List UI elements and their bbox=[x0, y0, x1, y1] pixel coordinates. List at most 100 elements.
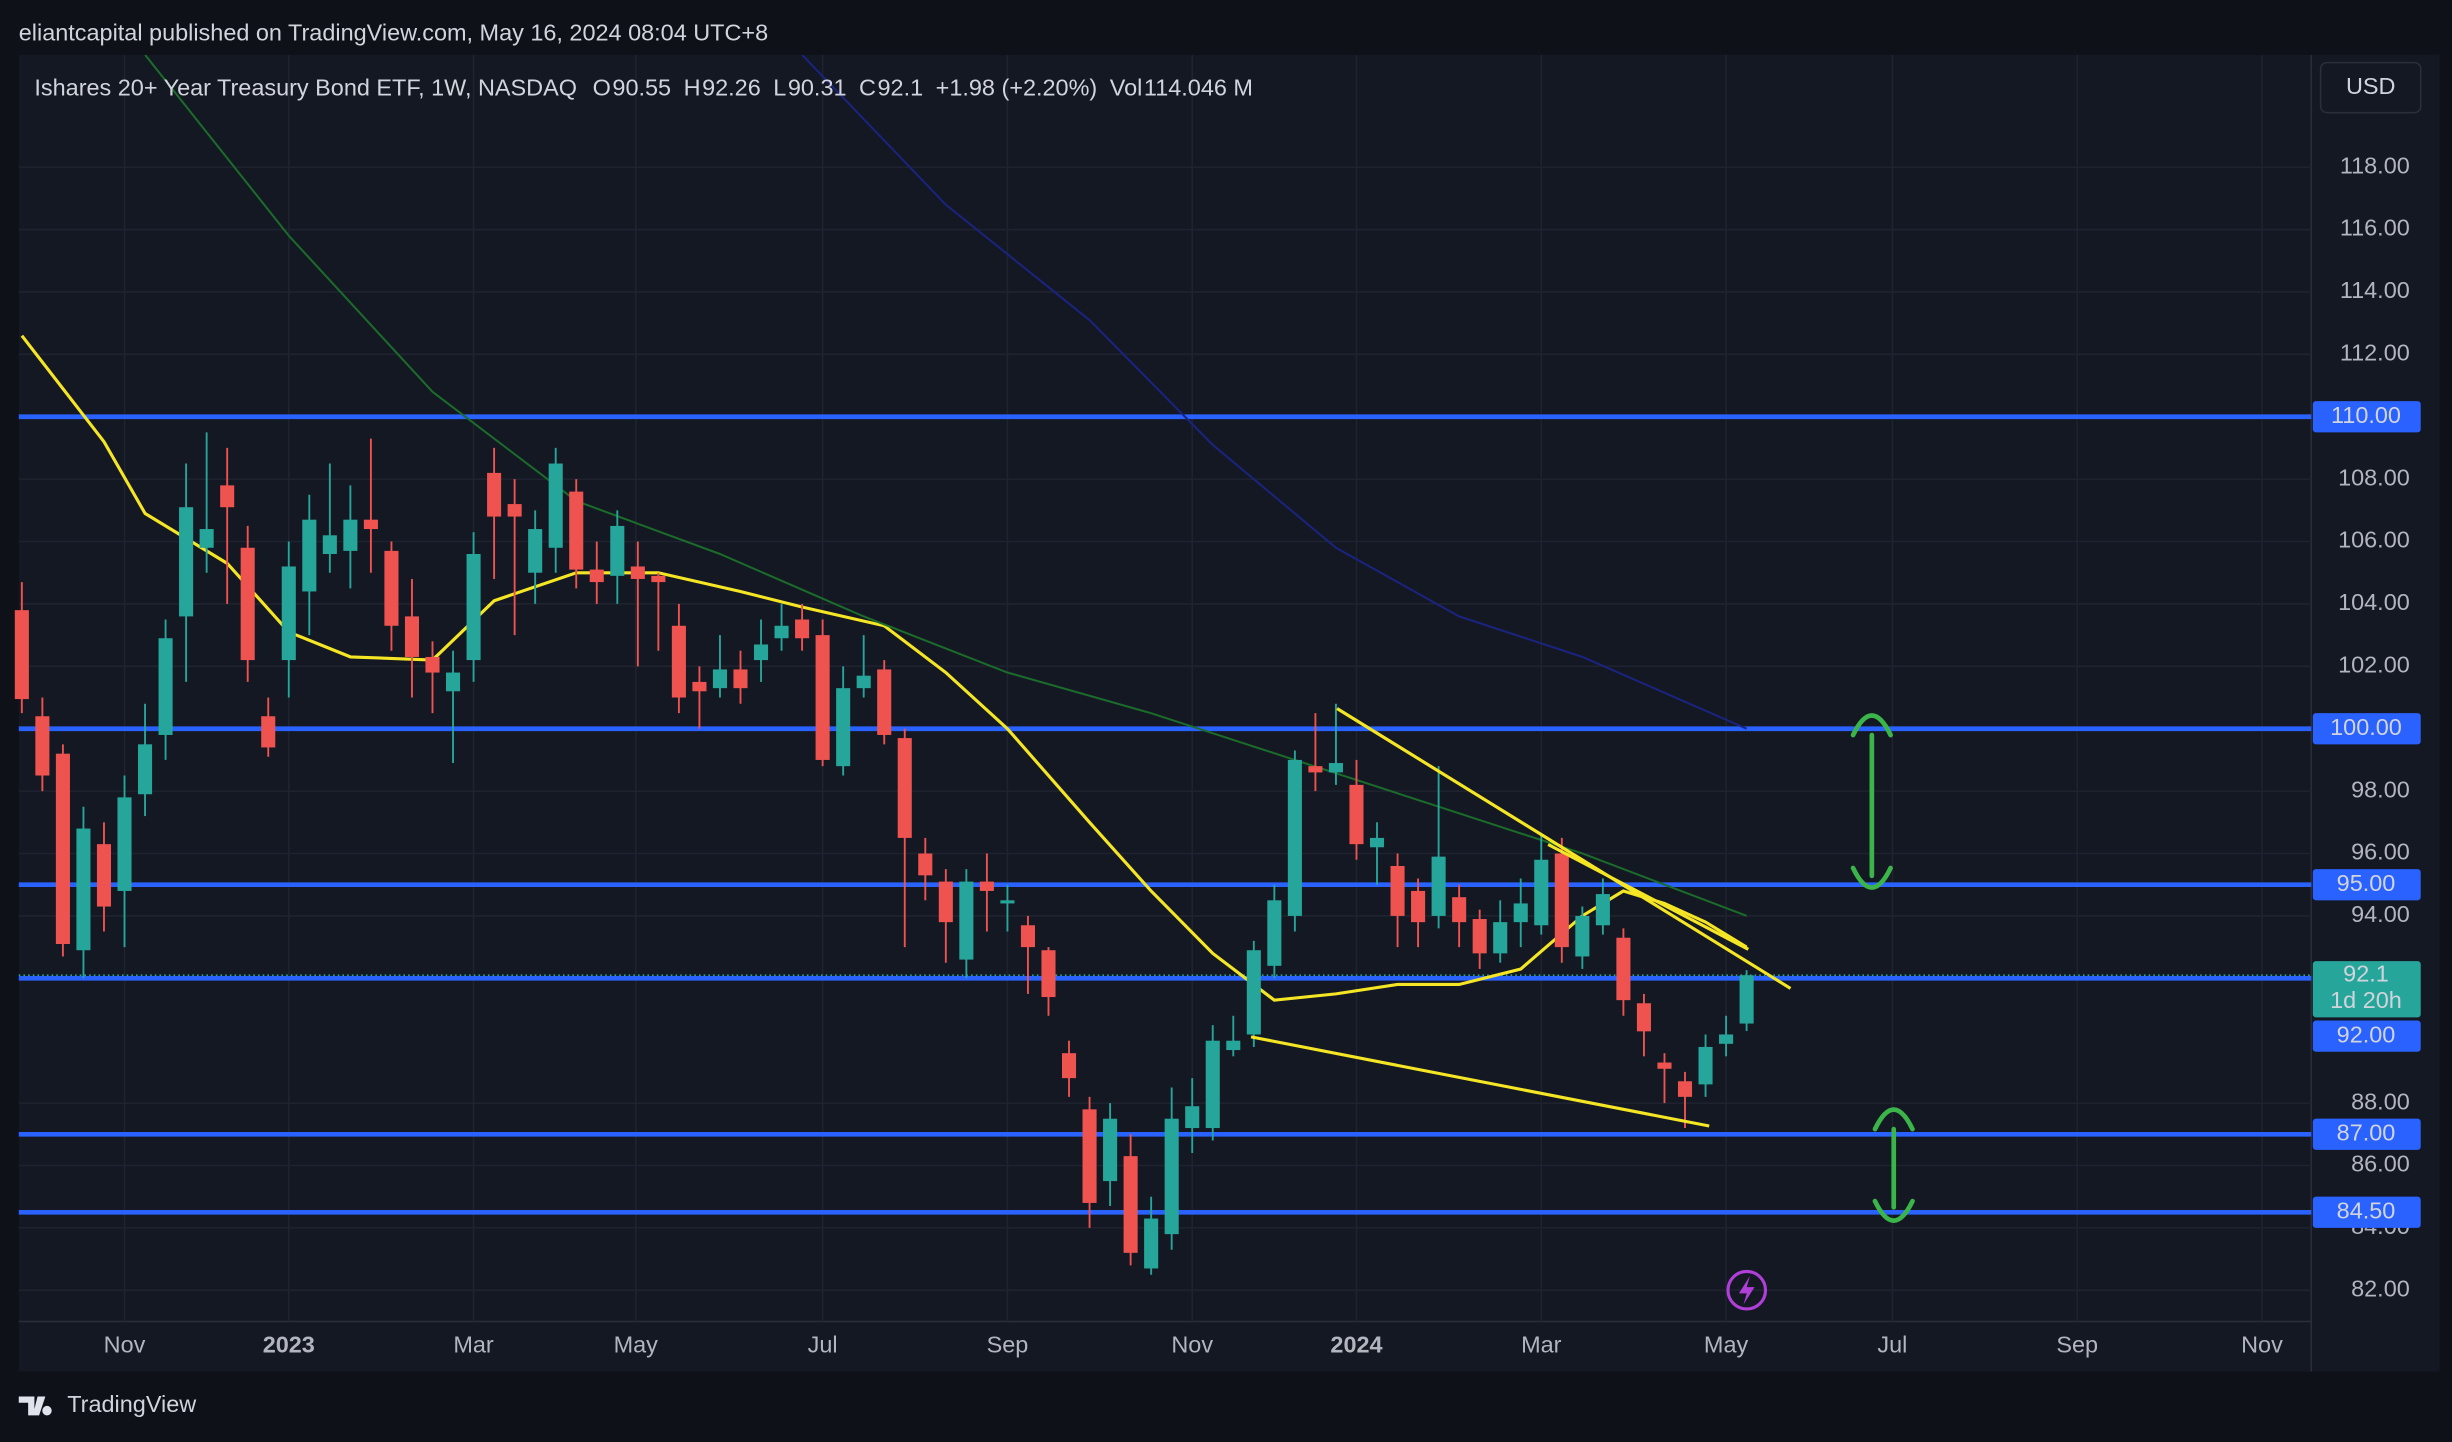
level-label: 95.00 bbox=[2337, 870, 2396, 896]
candle-body bbox=[425, 656, 440, 673]
candle-body bbox=[979, 881, 994, 891]
candle-body bbox=[1554, 853, 1569, 948]
x-tick-label: Mar bbox=[453, 1332, 494, 1358]
trendline bbox=[1547, 843, 1750, 951]
volume-value: 114.046 M bbox=[1144, 74, 1253, 100]
candle-body bbox=[1226, 1040, 1241, 1051]
trendlines bbox=[1250, 707, 1792, 1128]
brand-name: TradingView bbox=[67, 1391, 196, 1417]
candle-body bbox=[179, 507, 194, 617]
candle-body bbox=[1308, 766, 1323, 773]
candle-body bbox=[836, 688, 851, 767]
candle-body bbox=[14, 610, 29, 700]
y-tick-label: 86.00 bbox=[2351, 1151, 2410, 1177]
candle-body bbox=[733, 669, 748, 689]
candle-body bbox=[1103, 1118, 1118, 1182]
candle-body bbox=[363, 519, 378, 530]
candle-body bbox=[117, 797, 132, 891]
chart-panel bbox=[18, 54, 2440, 1372]
candle-body bbox=[610, 525, 625, 576]
y-tick-label: 116.00 bbox=[2340, 215, 2410, 241]
candle-body bbox=[302, 519, 317, 592]
ohlc-value: 90.31 bbox=[788, 74, 847, 100]
candle-body bbox=[1616, 937, 1631, 1001]
candle-body bbox=[1267, 900, 1282, 966]
candle-body bbox=[548, 463, 563, 548]
candle-body bbox=[487, 472, 502, 517]
candle-body bbox=[76, 828, 91, 951]
volume-key: Vol bbox=[1110, 74, 1143, 100]
change: +1.98 (+2.20%) bbox=[936, 74, 1098, 100]
moving-average bbox=[144, 54, 1747, 917]
x-tick-label: Nov bbox=[104, 1332, 146, 1358]
candle-body bbox=[1534, 859, 1549, 926]
candle-body bbox=[753, 644, 769, 661]
ohlc-value: 90.55 bbox=[612, 74, 671, 100]
candle-body bbox=[1349, 784, 1364, 845]
candle-body bbox=[55, 753, 70, 944]
candle-body bbox=[1144, 1218, 1159, 1269]
candle-body bbox=[1677, 1081, 1693, 1097]
candle-body bbox=[1698, 1046, 1713, 1085]
candle-body bbox=[815, 635, 830, 760]
moving-average bbox=[801, 54, 1747, 730]
x-tick-label: 2024 bbox=[1330, 1332, 1382, 1358]
candle-body bbox=[199, 529, 214, 548]
trendline bbox=[1336, 707, 1792, 990]
candle-body bbox=[630, 566, 645, 579]
candle-body bbox=[1575, 915, 1590, 957]
level-label-box bbox=[2312, 1196, 2421, 1228]
y-tick-label: 94.00 bbox=[2351, 901, 2410, 927]
x-tick-label: Nov bbox=[2241, 1332, 2283, 1358]
countdown: 1d 20h bbox=[2330, 987, 2402, 1013]
legend: Ishares 20+ Year Treasury Bond ETF, 1W, … bbox=[34, 74, 1253, 100]
candle-body bbox=[1020, 925, 1035, 948]
candle-body bbox=[96, 844, 112, 907]
x-tick-label: Jul bbox=[1877, 1332, 1907, 1358]
candle-body bbox=[404, 616, 420, 657]
y-tick-label: 96.00 bbox=[2351, 839, 2410, 865]
level-label-box bbox=[2312, 401, 2421, 433]
last-price-label: 92.1 bbox=[2343, 960, 2389, 986]
candle-body bbox=[897, 738, 912, 838]
y-tick-label: 114.00 bbox=[2340, 277, 2410, 303]
candle-body bbox=[138, 744, 153, 795]
level-label: 110.00 bbox=[2331, 402, 2401, 428]
candle-body bbox=[1328, 763, 1343, 773]
y-tick-label: 106.00 bbox=[2338, 527, 2410, 553]
candle-body bbox=[343, 519, 358, 551]
level-label: 92.00 bbox=[2337, 1021, 2396, 1047]
level-label: 84.50 bbox=[2337, 1197, 2396, 1223]
y-tick-label: 88.00 bbox=[2351, 1088, 2410, 1114]
candle-body bbox=[589, 569, 604, 583]
header: eliantcapital published on TradingView.c… bbox=[19, 20, 768, 46]
last-price-box bbox=[2312, 961, 2421, 1018]
ohlc-key: O bbox=[593, 74, 611, 100]
candle-body bbox=[220, 485, 235, 508]
candle-body bbox=[445, 672, 461, 692]
candle-body bbox=[712, 669, 727, 689]
candle-body bbox=[528, 529, 543, 573]
candle-body bbox=[1636, 1003, 1651, 1032]
candle-body bbox=[774, 625, 789, 639]
alert-icon bbox=[1726, 1269, 1768, 1311]
level-label-box bbox=[2312, 1118, 2421, 1150]
ohlc-key: H bbox=[684, 74, 701, 100]
currency[interactable]: USD bbox=[2346, 73, 2395, 99]
candle-body bbox=[1000, 900, 1015, 904]
candle-body bbox=[1657, 1062, 1672, 1069]
candle-body bbox=[856, 675, 871, 689]
candle-body bbox=[959, 881, 974, 960]
level-label-box bbox=[2312, 869, 2421, 901]
candle-body bbox=[1246, 950, 1261, 1035]
level-label: 100.00 bbox=[2330, 714, 2402, 740]
y-tick-label: 102.00 bbox=[2338, 652, 2410, 678]
x-tick-label: Mar bbox=[1521, 1332, 1562, 1358]
currency-button[interactable] bbox=[2319, 61, 2422, 114]
level-label: 87.00 bbox=[2337, 1119, 2396, 1145]
y-tick-label: 112.00 bbox=[2340, 340, 2410, 366]
level-label-box bbox=[2312, 713, 2421, 745]
ohlc-key: C bbox=[859, 74, 876, 100]
arrows bbox=[1850, 713, 1915, 1223]
candle-body bbox=[1390, 865, 1405, 916]
